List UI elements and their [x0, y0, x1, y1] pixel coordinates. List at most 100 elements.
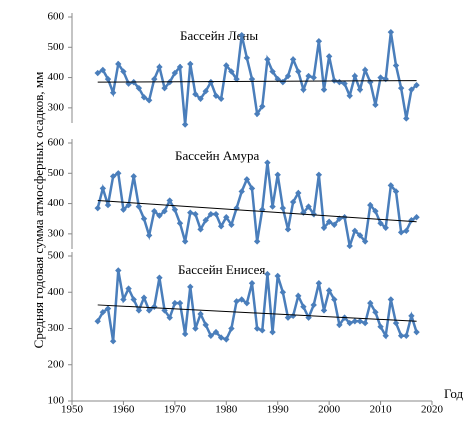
point	[223, 214, 230, 221]
point	[202, 321, 209, 329]
point	[217, 95, 225, 102]
point	[212, 92, 220, 99]
point	[192, 210, 199, 218]
point	[135, 203, 143, 210]
point	[372, 207, 379, 215]
point	[130, 173, 137, 180]
x-tick-label: 1990	[267, 404, 290, 416]
point	[331, 296, 338, 303]
point	[403, 332, 410, 339]
point	[259, 327, 266, 334]
point	[94, 318, 101, 325]
point	[320, 224, 328, 231]
point	[238, 296, 245, 303]
point	[125, 201, 132, 209]
point	[310, 301, 317, 309]
point	[243, 176, 251, 183]
y-tick-label: 500	[48, 250, 65, 262]
point	[109, 337, 117, 345]
x-tick-label: 1980	[215, 404, 238, 416]
point	[341, 80, 348, 87]
point	[284, 314, 292, 321]
point	[161, 84, 168, 92]
point	[156, 212, 163, 219]
point	[238, 188, 245, 195]
point	[217, 223, 225, 230]
point	[145, 232, 153, 239]
point	[223, 336, 230, 343]
point	[279, 204, 287, 212]
point	[130, 296, 137, 303]
y-tick-label: 100	[48, 395, 65, 407]
point	[212, 328, 220, 336]
point	[115, 60, 122, 68]
point	[248, 75, 256, 83]
point	[310, 210, 317, 218]
point	[264, 56, 271, 63]
point	[346, 319, 353, 327]
point	[192, 325, 199, 332]
point	[125, 285, 132, 292]
point	[192, 91, 199, 98]
point	[99, 308, 107, 316]
point	[382, 75, 389, 83]
trend-line	[97, 80, 417, 83]
x-tick-label: 1960	[112, 404, 135, 416]
point	[289, 198, 297, 206]
point	[305, 203, 312, 210]
panel-title: Бассейн Енисея	[178, 262, 265, 277]
point	[243, 54, 251, 62]
point	[259, 103, 266, 110]
point	[413, 328, 420, 336]
point	[176, 63, 184, 71]
point	[207, 210, 215, 218]
point	[197, 226, 204, 233]
point	[346, 242, 353, 250]
point	[202, 217, 209, 224]
point	[151, 207, 158, 215]
point	[228, 221, 235, 228]
x-tick-label: 2020	[421, 404, 444, 416]
point	[181, 238, 189, 245]
x-tick-label: 1970	[164, 404, 187, 416]
point	[248, 279, 256, 287]
point	[284, 226, 292, 233]
point	[197, 95, 204, 102]
point	[367, 299, 374, 307]
point	[253, 238, 261, 245]
point	[238, 31, 245, 39]
point	[387, 296, 395, 303]
series-line	[97, 31, 418, 125]
point	[274, 75, 281, 83]
x-tick-label: 2010	[370, 404, 393, 416]
point	[351, 227, 359, 235]
y-tick-label: 500	[48, 167, 65, 179]
point	[392, 62, 400, 69]
point	[397, 332, 405, 339]
point	[408, 312, 415, 320]
point	[351, 72, 359, 80]
point	[392, 188, 400, 195]
point	[387, 182, 395, 189]
x-tick-label: 1950	[61, 404, 84, 416]
point	[99, 185, 107, 192]
y-tick-label: 400	[48, 197, 65, 209]
point	[253, 325, 261, 332]
point	[320, 307, 328, 314]
point	[382, 224, 389, 231]
point	[269, 203, 276, 210]
point	[228, 325, 235, 332]
point	[397, 229, 405, 236]
point	[377, 74, 384, 81]
point	[403, 227, 410, 235]
point	[207, 332, 215, 339]
y-tick-label: 500	[48, 41, 65, 53]
point	[295, 68, 302, 75]
y-axis-label: Средняя годовая сумма атмосферных осадко…	[31, 72, 46, 349]
point	[325, 218, 333, 225]
point	[135, 307, 143, 314]
point	[372, 101, 379, 109]
point	[99, 66, 107, 74]
point	[94, 204, 101, 212]
